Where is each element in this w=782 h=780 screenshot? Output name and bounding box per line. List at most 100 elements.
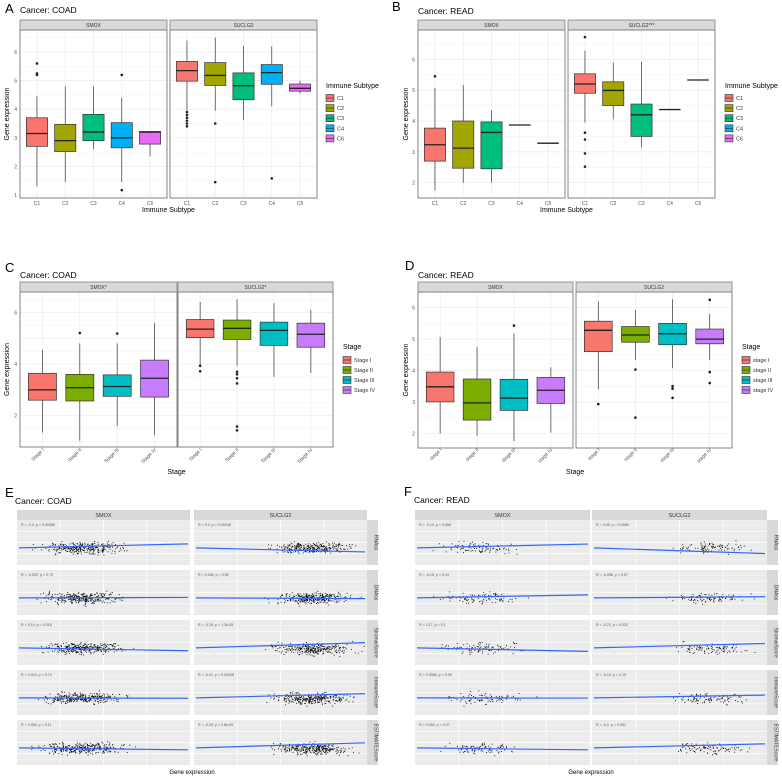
data-point — [66, 750, 68, 752]
data-point — [91, 543, 93, 545]
data-point — [103, 547, 105, 549]
data-point — [50, 703, 52, 705]
data-point — [71, 600, 73, 602]
data-point — [83, 750, 85, 752]
data-point — [102, 750, 104, 752]
data-point — [344, 596, 346, 598]
data-point — [479, 644, 481, 646]
data-point — [119, 694, 120, 695]
data-point — [709, 699, 711, 701]
data-point — [101, 551, 103, 553]
data-point — [322, 543, 324, 544]
data-point — [325, 649, 327, 651]
data-point — [314, 551, 315, 553]
data-point — [705, 545, 707, 547]
data-point — [91, 749, 93, 751]
data-point — [85, 698, 87, 700]
data-point — [50, 598, 52, 600]
data-point — [310, 544, 312, 546]
data-point — [86, 646, 88, 648]
data-point — [95, 547, 97, 548]
data-point — [478, 549, 480, 551]
scatter-suclg2-dnass: R = -0.058, p = 0.57 — [592, 570, 767, 615]
data-point — [320, 697, 322, 699]
data-point — [107, 602, 109, 604]
data-point — [87, 745, 89, 747]
data-point — [284, 547, 286, 549]
data-point — [109, 594, 111, 596]
data-point — [103, 751, 105, 753]
data-point — [337, 700, 339, 702]
data-point — [326, 651, 328, 653]
box — [602, 81, 625, 106]
correlation-label: R = 0.0066, p = 0.95 — [419, 673, 452, 677]
data-point — [112, 647, 114, 649]
data-point — [104, 643, 106, 645]
data-point — [63, 650, 65, 652]
data-point — [85, 646, 87, 648]
data-point — [469, 645, 470, 647]
data-point — [71, 746, 73, 748]
data-point — [74, 693, 76, 695]
data-point — [296, 745, 298, 747]
data-point — [723, 696, 725, 698]
data-point — [67, 646, 69, 648]
data-point — [116, 547, 118, 549]
data-point — [80, 649, 82, 651]
data-point — [90, 745, 92, 747]
data-point — [495, 602, 497, 604]
data-point — [295, 595, 297, 597]
data-point — [310, 654, 312, 656]
x-tick-label: C6 — [297, 201, 304, 207]
data-point — [703, 552, 705, 554]
data-point — [307, 545, 309, 547]
data-point — [484, 742, 485, 744]
data-point — [475, 545, 477, 547]
data-point — [308, 697, 310, 699]
data-point — [94, 543, 96, 544]
data-point — [100, 600, 102, 602]
data-point — [97, 548, 99, 550]
data-point — [481, 744, 483, 746]
data-point — [54, 545, 56, 546]
data-point — [308, 748, 310, 750]
data-point — [486, 548, 488, 550]
regression-line — [195, 597, 366, 600]
data-point — [96, 596, 98, 598]
data-point — [69, 594, 71, 596]
data-point — [474, 747, 476, 749]
outlier-point — [213, 122, 217, 125]
data-point — [328, 747, 330, 748]
row-strip-label: RNAss — [373, 535, 379, 551]
y-axis-title: Gene expression — [4, 87, 11, 140]
data-point — [291, 545, 293, 547]
data-point — [299, 745, 301, 747]
data-point — [306, 545, 308, 547]
data-point — [314, 548, 316, 550]
data-point — [301, 748, 303, 750]
data-point — [460, 597, 462, 599]
data-point — [97, 550, 99, 551]
data-point — [721, 747, 723, 749]
data-point — [689, 646, 691, 648]
data-point — [98, 647, 100, 649]
data-point — [93, 601, 95, 602]
panel-border — [19, 29, 168, 199]
data-point — [313, 652, 315, 654]
data-point — [309, 746, 311, 748]
data-point — [303, 743, 305, 745]
data-point — [740, 696, 742, 698]
data-point — [97, 698, 99, 700]
data-point — [721, 549, 723, 551]
data-point — [56, 550, 57, 552]
data-point — [480, 699, 482, 701]
data-point — [350, 649, 352, 650]
data-point — [490, 699, 492, 701]
data-point — [500, 747, 502, 749]
data-point — [318, 750, 320, 752]
data-point — [332, 695, 334, 697]
data-point — [92, 749, 94, 751]
data-point — [320, 701, 322, 703]
data-point — [55, 751, 56, 753]
